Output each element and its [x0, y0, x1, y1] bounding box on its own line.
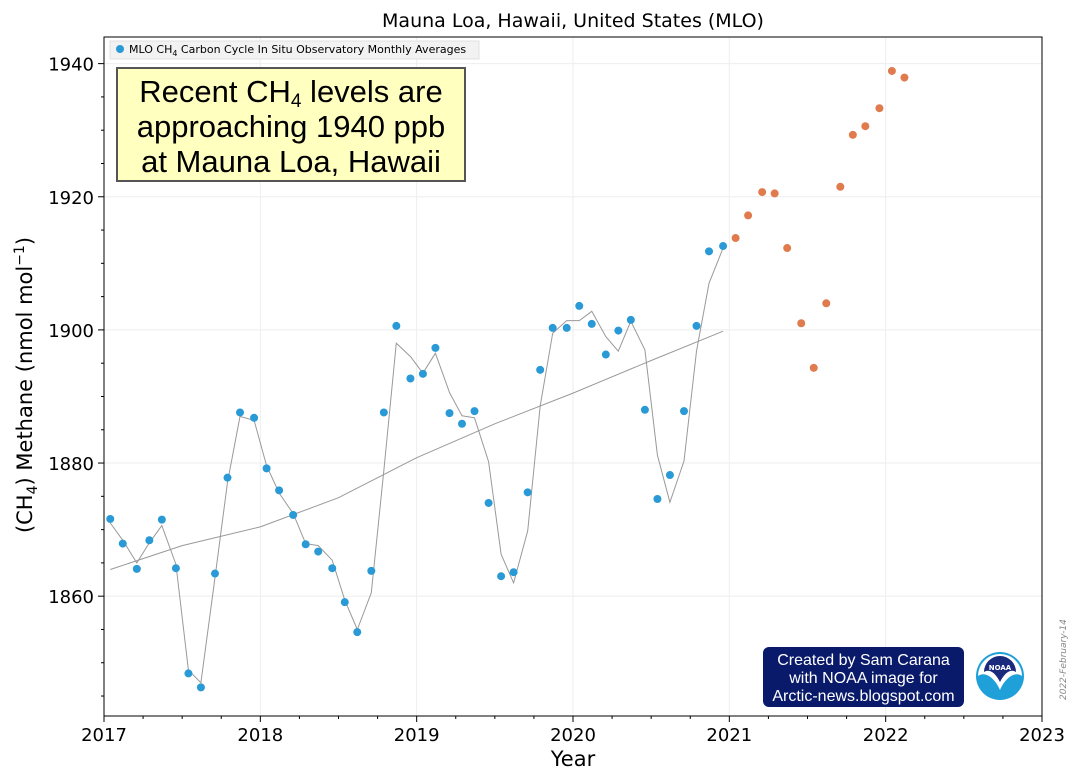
noaa-data-point — [262, 464, 271, 473]
x-tick-label: 2022 — [863, 725, 909, 746]
noaa-data-point — [587, 319, 596, 328]
recent-data-point — [783, 244, 792, 253]
legend-label: MLO CH4 Carbon Cycle In Situ Observatory… — [129, 43, 466, 58]
date-stamp: 2022-February-14 — [1059, 619, 1069, 700]
recent-data-point — [770, 189, 779, 198]
recent-data-point — [848, 130, 857, 139]
recent-data-point — [731, 234, 740, 243]
noaa-logo: NOAA — [976, 652, 1024, 700]
noaa-data-point — [250, 413, 259, 422]
noaa-data-point — [289, 510, 298, 519]
noaa-data-point — [653, 494, 662, 503]
x-tick-label: 2019 — [394, 725, 440, 746]
recent-data-point — [744, 211, 753, 220]
noaa-data-point — [301, 540, 310, 549]
noaa-data-point — [484, 498, 493, 507]
credit-line-1: Created by Sam Carana — [777, 652, 950, 669]
noaa-data-point — [562, 323, 571, 332]
noaa-logo-text: NOAA — [989, 664, 1012, 672]
credit-line-2: with NOAA image for — [789, 670, 938, 687]
noaa-data-point — [210, 569, 219, 578]
noaa-data-point — [497, 572, 506, 581]
recent-data-point — [758, 188, 767, 197]
noaa-data-point — [328, 564, 337, 573]
noaa-data-point — [692, 321, 701, 330]
x-tick-label: 2021 — [706, 725, 752, 746]
noaa-data-point — [106, 514, 115, 523]
noaa-data-point — [614, 326, 623, 335]
y-tick-label: 1900 — [48, 321, 94, 342]
noaa-data-point — [719, 242, 728, 251]
credit-box: Created by Sam Carana with NOAA image fo… — [763, 647, 964, 707]
noaa-data-point — [418, 369, 427, 378]
y-axis-label: (CH4) Methane (nmol mol−1) — [12, 237, 41, 533]
noaa-data-point — [431, 343, 440, 352]
legend-marker — [116, 45, 124, 53]
noaa-data-point — [340, 598, 349, 607]
y-tick-label: 1940 — [48, 55, 94, 76]
grid — [103, 37, 1043, 716]
recent-data-point — [836, 182, 845, 191]
noaa-data-point — [132, 564, 141, 573]
noaa-data-point — [275, 486, 284, 495]
noaa-data-point — [392, 321, 401, 330]
y-tick-label: 1920 — [48, 188, 94, 209]
noaa-data-point — [536, 365, 545, 374]
annotation-callout: Recent CH4 levels are approaching 1940 p… — [116, 67, 466, 182]
noaa-data-point — [445, 409, 454, 418]
noaa-data-point — [379, 408, 388, 417]
x-tick-label: 2017 — [81, 725, 127, 746]
legend-box — [109, 40, 480, 60]
noaa-data-point — [679, 407, 688, 416]
noaa-data-point — [314, 547, 323, 556]
noaa-data-point — [470, 407, 479, 416]
noaa-data-point — [509, 568, 518, 577]
noaa-data-point — [223, 473, 232, 482]
noaa-data-point — [626, 315, 635, 324]
callout-line-2: approaching 1940 ppb — [136, 109, 446, 144]
x-tick-label: 2020 — [550, 725, 596, 746]
x-tick-label: 2023 — [1019, 725, 1065, 746]
y-tick-label: 1880 — [48, 454, 94, 475]
noaa-data-point — [157, 515, 166, 524]
noaa-data-point — [367, 566, 376, 575]
callout-line-1: Recent CH4 levels are — [139, 74, 443, 112]
recent-data-point — [797, 319, 806, 328]
noaa-data-point — [171, 564, 180, 573]
callout-line-3: at Mauna Loa, Hawaii — [141, 144, 441, 179]
x-tick-label: 2018 — [237, 725, 283, 746]
series-lines — [109, 247, 724, 684]
noaa-data-point — [548, 323, 557, 332]
noaa-data-point — [640, 405, 649, 414]
recent-data-point — [822, 299, 831, 308]
noaa-data-point — [184, 669, 193, 678]
noaa-data-point — [523, 488, 532, 497]
noaa-data-point — [575, 301, 584, 310]
credit-line-3: Arctic-news.blogspot.com — [772, 688, 955, 705]
noaa-data-point — [458, 419, 467, 428]
legend: MLO CH4 Carbon Cycle In Situ Observatory… — [109, 40, 480, 60]
noaa-data-point — [145, 536, 154, 545]
noaa-data-point — [705, 247, 714, 256]
trend-line — [110, 330, 724, 570]
recent-data-point — [900, 73, 909, 82]
chart-title: Mauna Loa, Hawaii, United States (MLO) — [382, 10, 764, 32]
noaa-data-point — [406, 374, 415, 383]
recent-data-point — [861, 122, 870, 131]
monthly-line — [109, 247, 724, 684]
noaa-data-point — [353, 628, 362, 637]
noaa-data-point — [118, 539, 127, 548]
noaa-data-point — [236, 408, 245, 417]
series-points — [106, 66, 909, 692]
noaa-data-point — [665, 471, 674, 480]
axis-ticks: 2017 2018 2019 2020 2021 2022 2023 1860 1880 1900… — [48, 55, 1065, 746]
recent-data-point — [809, 363, 818, 372]
noaa-data-point — [601, 350, 610, 359]
recent-data-point — [875, 104, 884, 113]
x-axis-label: Year — [550, 747, 596, 771]
recent-data-point — [887, 66, 896, 75]
y-tick-label: 1860 — [48, 587, 94, 608]
noaa-data-point — [196, 683, 205, 692]
